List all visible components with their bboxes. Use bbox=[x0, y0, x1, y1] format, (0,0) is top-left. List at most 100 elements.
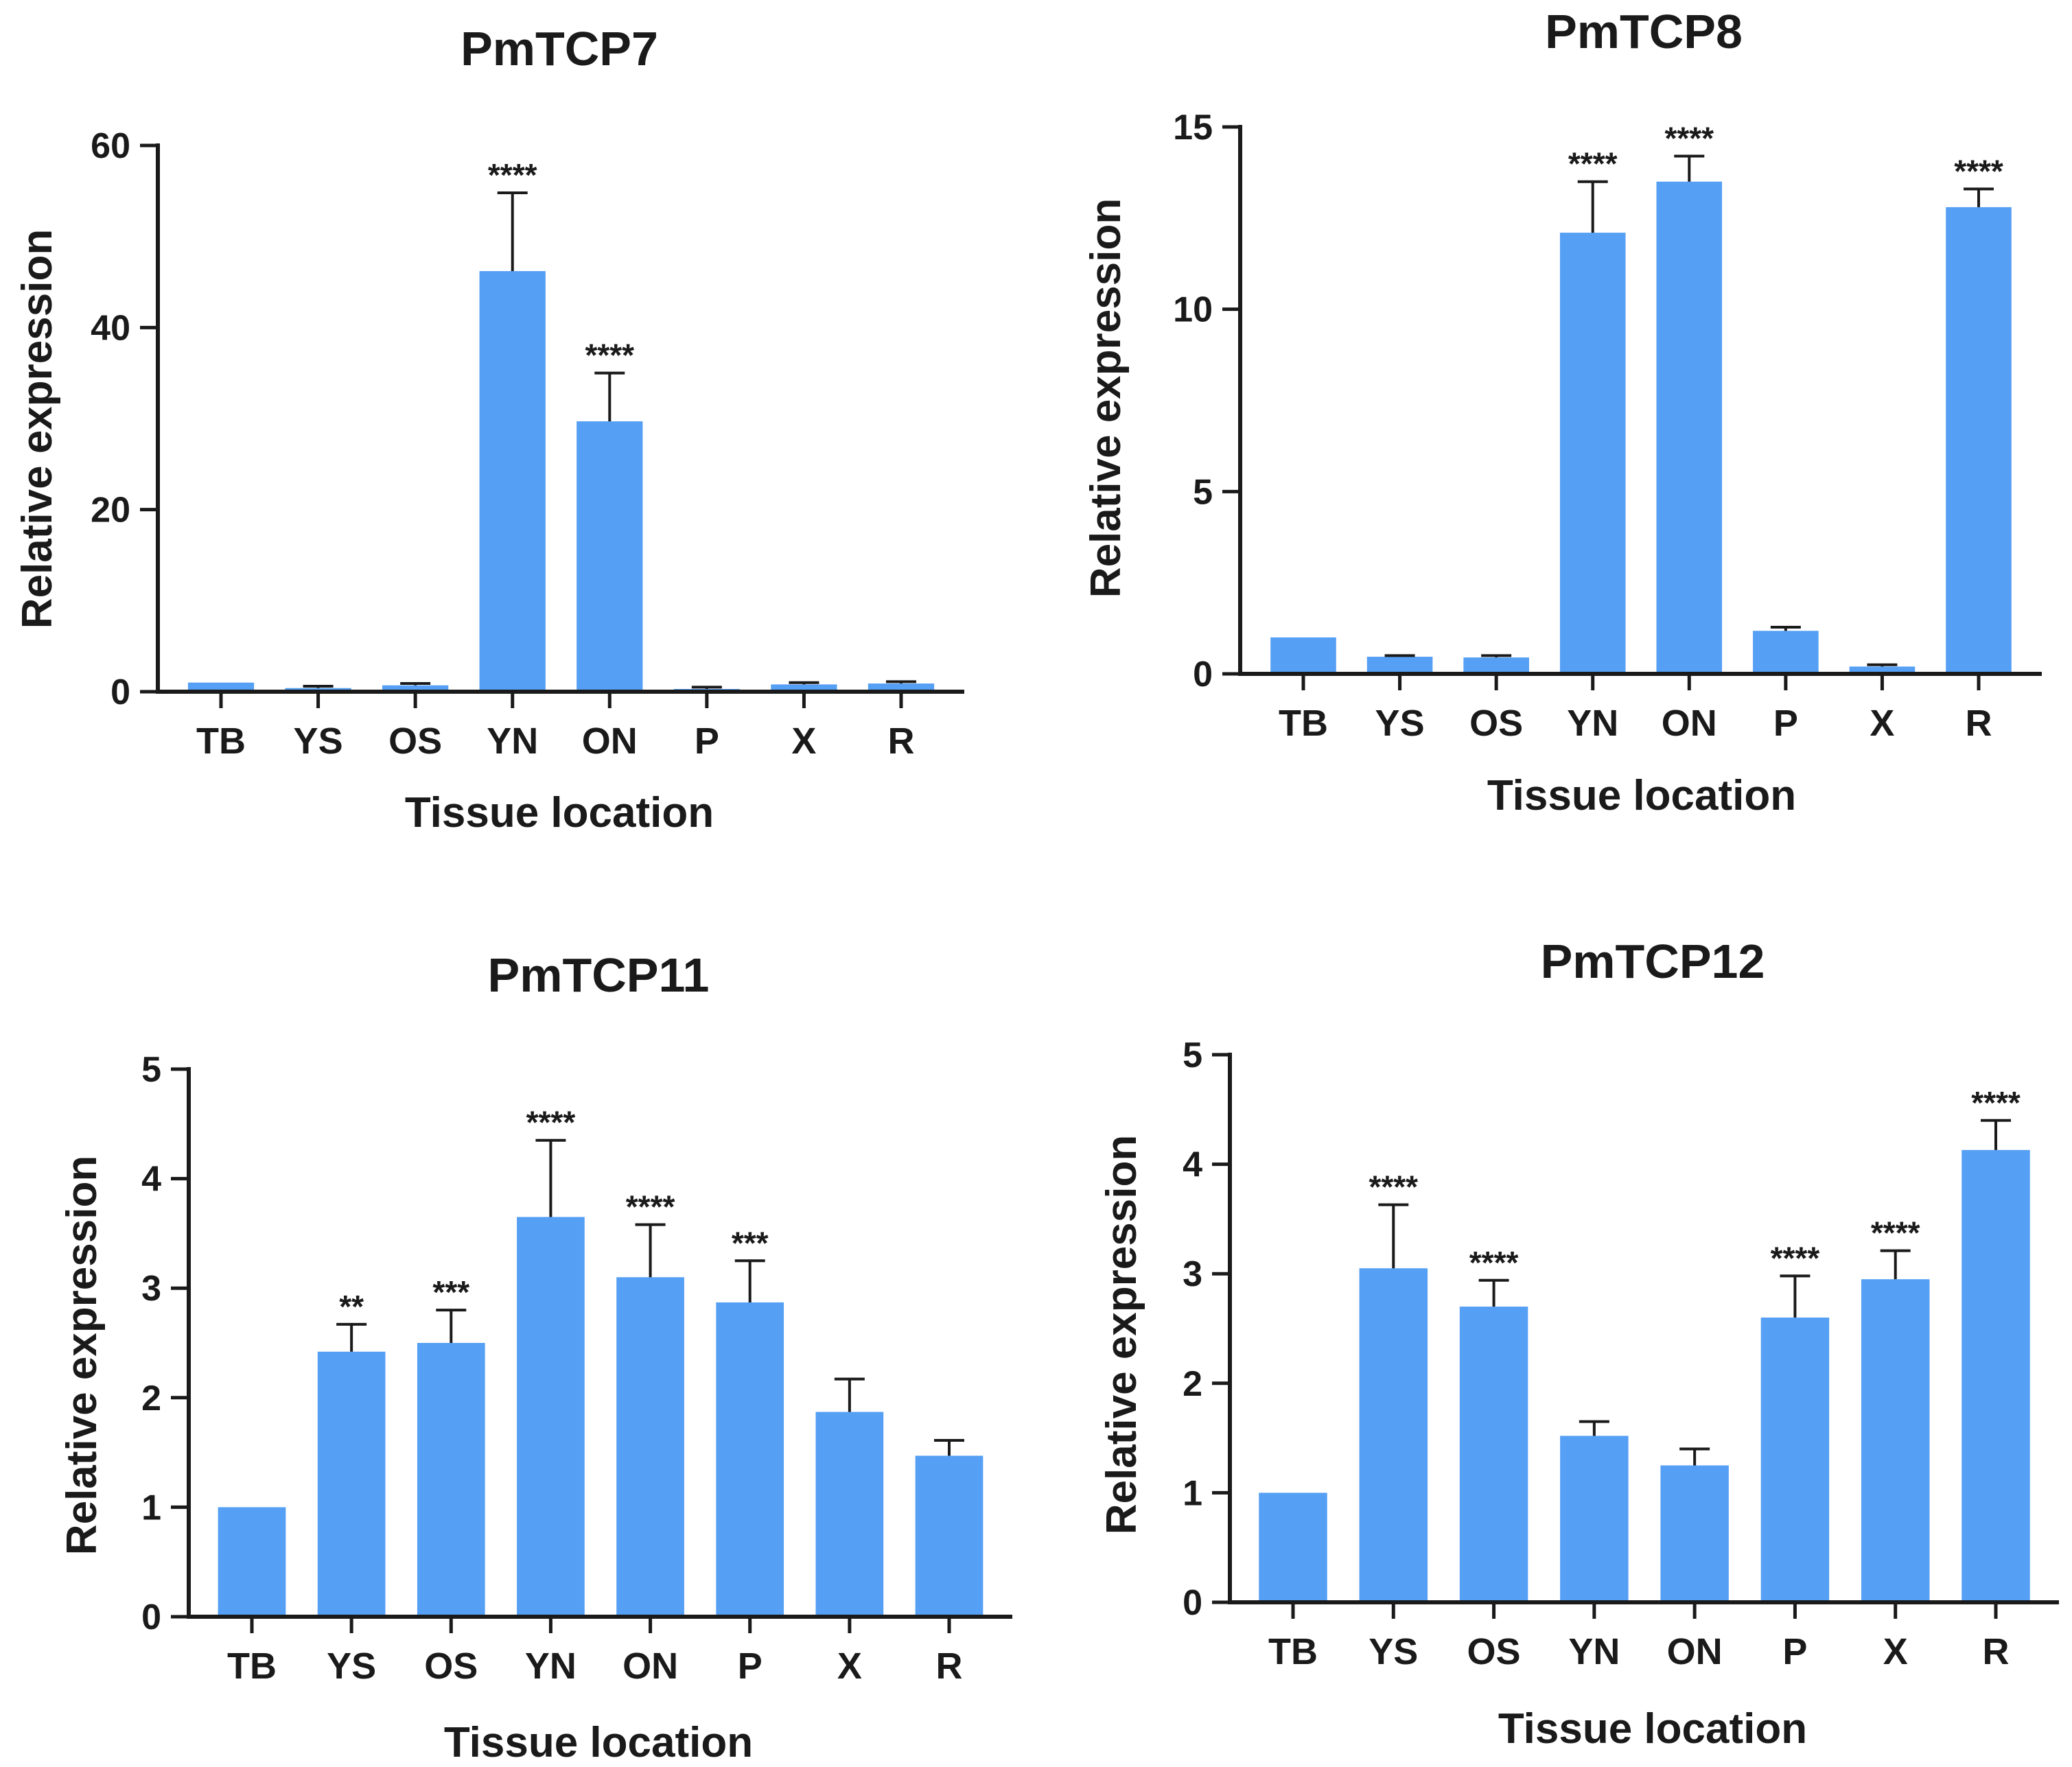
x-tick-label: OS bbox=[388, 721, 442, 762]
y-tick-label: 10 bbox=[1173, 290, 1213, 330]
significance-label: **** bbox=[1568, 146, 1618, 182]
significance-label: **** bbox=[626, 1189, 675, 1225]
significance-label: *** bbox=[432, 1274, 469, 1310]
x-tick-label: YN bbox=[525, 1646, 577, 1687]
plot-area: TB YS OS **** YN **** ON P X **** R 0 5 10 15 bbox=[1173, 108, 2042, 744]
x-tick-label: OS bbox=[1469, 703, 1523, 744]
x-tick-label: ON bbox=[582, 721, 638, 762]
bar bbox=[417, 1343, 485, 1617]
x-tick-label: ON bbox=[1662, 703, 1717, 744]
x-tick-label: R bbox=[1983, 1631, 2010, 1672]
bar bbox=[868, 683, 935, 692]
x-tick-label: YN bbox=[487, 721, 538, 762]
y-tick-label: 0 bbox=[1193, 655, 1213, 694]
bar bbox=[1753, 631, 1819, 674]
bar bbox=[915, 1455, 983, 1617]
bar bbox=[1656, 181, 1723, 674]
significance-label: **** bbox=[1971, 1085, 2021, 1121]
bar bbox=[1660, 1465, 1729, 1602]
plot-area: TB ** YS *** OS **** YN **** ON *** P X R 0 1 2 3 4 5 bbox=[141, 1050, 1012, 1687]
x-tick-label: R bbox=[1966, 703, 1992, 744]
x-tick-label: P bbox=[1773, 703, 1798, 744]
bar bbox=[1946, 207, 2012, 675]
significance-label: **** bbox=[1369, 1169, 1418, 1205]
x-axis-label: Tissue location bbox=[405, 789, 714, 836]
x-tick-label: YN bbox=[1567, 703, 1618, 744]
significance-label: **** bbox=[1871, 1215, 1920, 1251]
x-tick-label: R bbox=[936, 1646, 963, 1687]
y-axis-label: Relative expression bbox=[14, 229, 61, 629]
bar bbox=[1861, 1279, 1930, 1602]
bar bbox=[616, 1277, 684, 1617]
x-axis-label: Tissue location bbox=[444, 1719, 753, 1766]
bar bbox=[771, 684, 837, 692]
y-tick-label: 3 bbox=[141, 1269, 161, 1309]
y-tick-label: 3 bbox=[1183, 1254, 1202, 1294]
significance-label: **** bbox=[1664, 121, 1714, 156]
x-axis-label: Tissue location bbox=[1498, 1705, 1807, 1753]
y-tick-label: 60 bbox=[91, 126, 130, 166]
bar bbox=[1259, 1493, 1327, 1602]
x-tick-label: TB bbox=[1268, 1631, 1318, 1672]
bar bbox=[1559, 233, 1626, 674]
bar bbox=[1459, 1307, 1528, 1602]
x-tick-label: TB bbox=[1279, 703, 1328, 744]
significance-label: *** bbox=[732, 1225, 769, 1261]
x-tick-label: YS bbox=[1369, 1631, 1418, 1672]
significance-label: **** bbox=[1469, 1245, 1519, 1280]
y-tick-label: 4 bbox=[1183, 1145, 1202, 1185]
y-tick-label: 15 bbox=[1173, 108, 1213, 148]
x-tick-label: TB bbox=[196, 721, 246, 762]
x-tick-label: P bbox=[695, 721, 719, 762]
panel-pmtcp7: PmTCP7 Relative expression Tissue locati… bbox=[14, 22, 964, 836]
y-axis-label: Relative expression bbox=[1098, 1135, 1145, 1534]
y-axis-label: Relative expression bbox=[1082, 198, 1130, 598]
bar bbox=[1560, 1436, 1629, 1602]
x-tick-label: X bbox=[791, 721, 816, 762]
bar bbox=[1270, 637, 1336, 674]
bar bbox=[716, 1302, 784, 1617]
y-axis-label: Relative expression bbox=[58, 1156, 106, 1555]
chart-title: PmTCP8 bbox=[1545, 5, 1743, 58]
bar bbox=[1962, 1149, 2030, 1602]
x-tick-label: X bbox=[837, 1646, 862, 1687]
y-tick-label: 1 bbox=[1183, 1473, 1202, 1513]
significance-label: **** bbox=[1771, 1240, 1820, 1276]
x-tick-label: YN bbox=[1568, 1631, 1620, 1672]
y-tick-label: 2 bbox=[141, 1379, 161, 1418]
x-tick-label: OS bbox=[1467, 1631, 1521, 1672]
x-tick-label: ON bbox=[1667, 1631, 1723, 1672]
x-tick-label: P bbox=[1782, 1631, 1807, 1672]
bar bbox=[187, 682, 255, 692]
x-tick-label: X bbox=[1883, 1631, 1908, 1672]
bar bbox=[815, 1412, 884, 1617]
chart-title: PmTCP11 bbox=[488, 948, 710, 1002]
bar bbox=[1359, 1268, 1428, 1602]
y-tick-label: 1 bbox=[141, 1488, 161, 1528]
plot-area: TB YS OS **** YN **** ON P X R 0 20 40 60 bbox=[91, 126, 964, 762]
y-tick-label: 20 bbox=[91, 491, 130, 530]
significance-label: **** bbox=[526, 1105, 576, 1140]
x-tick-label: ON bbox=[622, 1646, 678, 1687]
x-axis-label: Tissue location bbox=[1487, 772, 1796, 819]
bar bbox=[577, 421, 643, 692]
x-tick-label: YS bbox=[1375, 703, 1425, 744]
bar bbox=[479, 271, 546, 692]
x-tick-label: R bbox=[888, 721, 915, 762]
bar bbox=[317, 1351, 386, 1617]
panel-pmtcp8: PmTCP8 Relative expression Tissue locati… bbox=[1082, 5, 2042, 819]
panel-pmtcp12: PmTCP12 Relative expression Tissue locat… bbox=[1098, 935, 2059, 1753]
significance-label: **** bbox=[488, 157, 537, 193]
y-tick-label: 0 bbox=[141, 1598, 161, 1637]
panel-pmtcp11: PmTCP11 Relative expression Tissue locat… bbox=[58, 948, 1012, 1766]
significance-label: ** bbox=[339, 1289, 364, 1324]
significance-label: **** bbox=[585, 338, 634, 373]
y-tick-label: 5 bbox=[1183, 1035, 1202, 1075]
y-tick-label: 0 bbox=[110, 672, 130, 712]
chart-title: PmTCP12 bbox=[1541, 935, 1765, 988]
bar bbox=[1760, 1318, 1830, 1602]
x-tick-label: P bbox=[738, 1646, 763, 1687]
plot-area: TB **** YS **** OS YN ON **** P **** X **** R 0 1 2 3 4 5 bbox=[1183, 1035, 2059, 1672]
y-tick-label: 40 bbox=[91, 308, 130, 348]
